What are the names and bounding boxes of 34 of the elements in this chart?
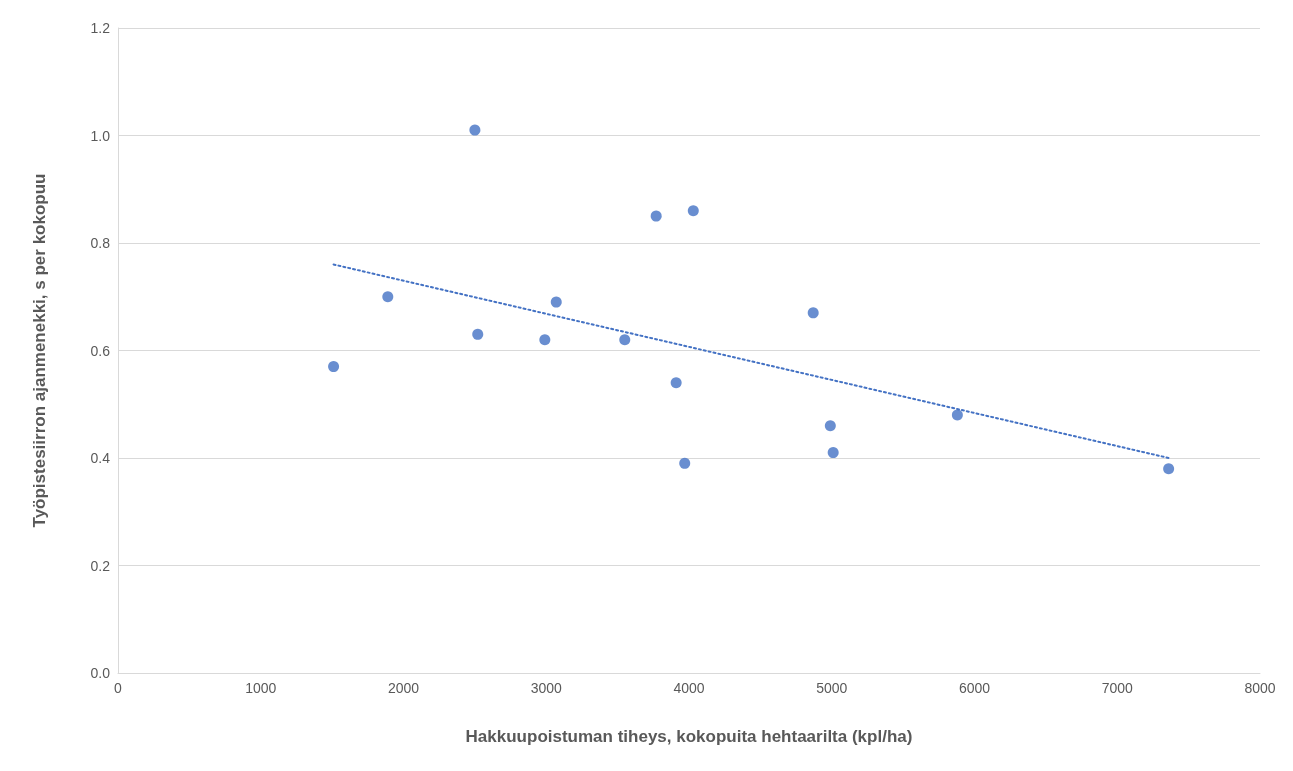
point	[679, 457, 691, 469]
x-tick-label: 4000	[673, 680, 705, 696]
y-tick-label: 1.2	[90, 20, 111, 36]
x-tick-label: 7000	[1101, 680, 1134, 696]
y-tick-label: 0.4	[90, 450, 111, 466]
x-tick-label: 8000	[1244, 680, 1276, 696]
point	[687, 205, 699, 217]
y-tick-label: 0.8	[90, 235, 111, 251]
point	[650, 210, 662, 222]
point	[670, 377, 682, 389]
x-tick-label: 6000	[958, 680, 991, 696]
x-tick-label: 3000	[530, 680, 563, 696]
point	[328, 361, 340, 373]
point	[382, 291, 394, 303]
y-tick-label: 0.0	[90, 665, 111, 681]
point	[1163, 463, 1175, 475]
point	[550, 296, 562, 308]
x-tick-label: 1000	[245, 680, 277, 696]
point	[807, 307, 819, 319]
point	[827, 447, 839, 459]
y-tick-label: 0.2	[90, 557, 111, 574]
point	[951, 409, 963, 421]
x-tick-label: 0	[114, 680, 123, 696]
point	[824, 420, 836, 432]
point	[539, 334, 551, 346]
x-tick-label: 2000	[387, 680, 420, 696]
point	[469, 124, 481, 136]
x-axis-title: Hakkuupoistuman tiheys, kokopuita hehtaarilta (kpl/ha)	[465, 727, 913, 746]
point	[472, 328, 484, 340]
point	[619, 334, 631, 346]
y-tick-label: 0.6	[90, 342, 111, 359]
y-axis-title: Työpistesiirron ajanmenekki, s per kokopuu	[30, 173, 49, 528]
y-tick-label: 1.0	[90, 127, 111, 144]
x-tick-label: 5000	[816, 680, 848, 696]
